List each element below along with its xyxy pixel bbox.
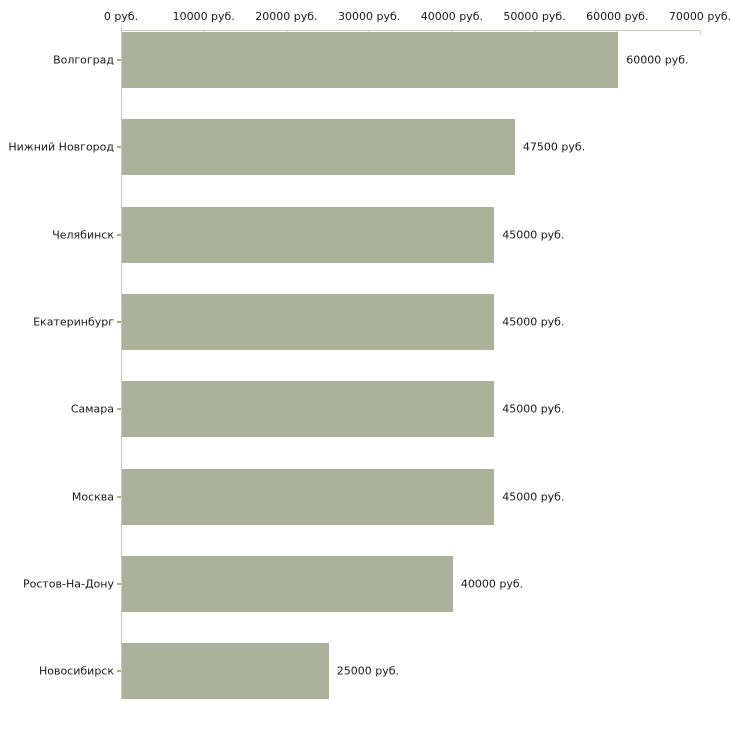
category-tick-mark [117, 320, 121, 323]
x-tick-mark [700, 31, 701, 35]
y-axis-line [121, 26, 122, 700]
category-tick-mark [117, 59, 121, 61]
value-label: 45000 руб. [502, 402, 565, 416]
bar-Екатеринбург [122, 293, 495, 350]
value-label: 47500 руб. [522, 140, 586, 154]
category-label: Новосибирск [38, 664, 114, 678]
value-label: 45000 руб. [502, 228, 565, 242]
x-tick-label: 0 руб. [103, 10, 139, 23]
value-label: 25000 руб. [336, 664, 400, 678]
category-tick-mark [117, 146, 121, 149]
category-label: Самара [70, 402, 114, 416]
category-label: Нижний Новгород [8, 140, 114, 154]
x-tick-label: 60000 руб. [586, 10, 649, 23]
category-tick-mark [117, 408, 121, 411]
bar-Ростов-На-Дону [122, 555, 453, 612]
x-tick-label: 30000 руб. [338, 10, 401, 23]
bar-Нижний Новгород [122, 119, 515, 176]
x-tick-label: 40000 руб. [420, 10, 483, 23]
x-tick-label: 50000 руб. [503, 10, 566, 23]
value-label: 60000 руб. [626, 53, 689, 67]
bar-Самара [122, 381, 495, 438]
category-label: Ростов-На-Дону [22, 577, 114, 591]
x-axis-line [121, 30, 701, 31]
value-label: 40000 руб. [460, 577, 524, 591]
bar-Волгоград [122, 32, 619, 88]
category-label: Екатеринбург [33, 315, 114, 329]
category-label: Москва [71, 490, 114, 503]
x-tick-label: 70000 руб. [668, 10, 730, 23]
bar-Челябинск [122, 206, 495, 263]
category-tick-mark [117, 670, 121, 673]
value-label: 45000 руб. [502, 490, 565, 503]
bar-Москва [122, 468, 495, 525]
category-tick-mark [117, 495, 121, 498]
x-tick-label: 20000 руб. [255, 10, 318, 23]
bar-Новосибирск [122, 643, 329, 700]
category-label: Волгоград [53, 53, 114, 67]
value-label: 45000 руб. [502, 315, 565, 329]
category-tick-mark [117, 582, 121, 585]
category-tick-mark [117, 233, 121, 236]
category-label: Челябинск [52, 228, 114, 242]
x-tick-label: 10000 руб. [172, 10, 235, 23]
